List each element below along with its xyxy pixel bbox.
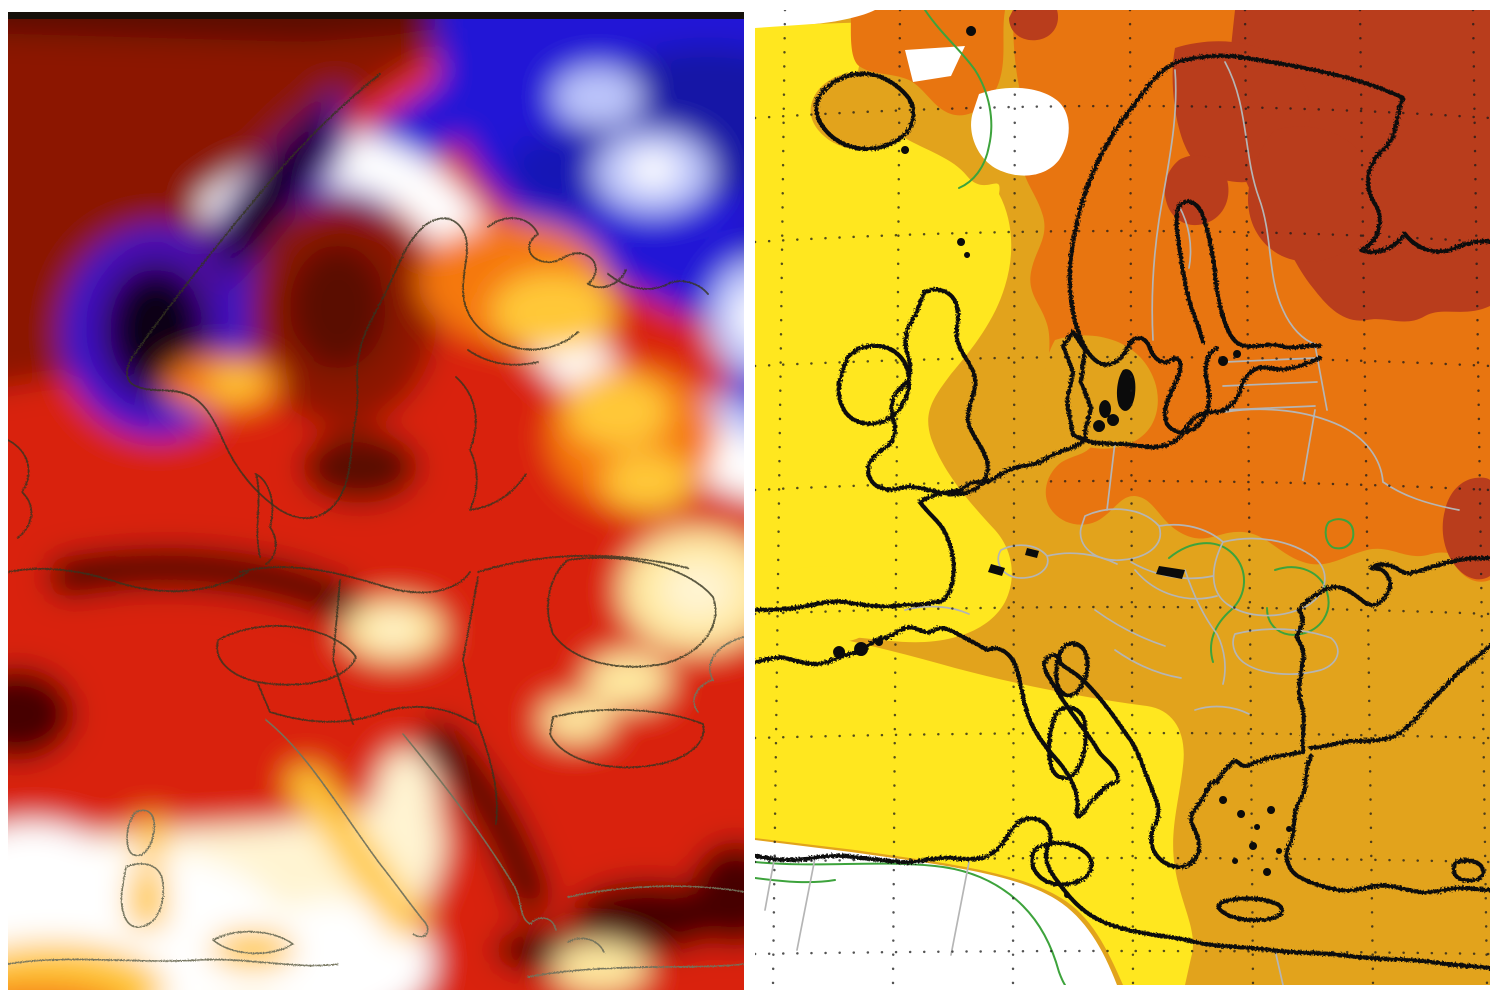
category-outlook-map: [755, 10, 1490, 985]
hot-bands-core: [115, 563, 530, 900]
crete-coast: [1216, 896, 1284, 923]
hot-spots-maroon: [8, 668, 744, 972]
britain-coast: [866, 287, 990, 497]
dotted-graticule: [755, 10, 1490, 985]
finland-south-coast: [1236, 341, 1323, 350]
denmark-coast: [1060, 329, 1094, 443]
rust-regions: [1009, 10, 1490, 580]
country-borders-gray: [764, 61, 1460, 985]
panel-temperature-anomaly: [8, 12, 744, 990]
norway-cold-core: [108, 102, 331, 392]
country-borders-north: [8, 73, 717, 825]
sicily-coast: [1029, 841, 1094, 887]
northsea-channel-biscay-coast: [755, 437, 1088, 613]
bottom-left-orange-rim: [8, 984, 95, 990]
corsica-coast: [1054, 641, 1090, 698]
finland-warm-tongue-golden: [206, 272, 693, 512]
sweden-darkest-core: [290, 245, 418, 503]
arctic-kola-whitesea-coast: [1174, 53, 1490, 255]
ireland-coast: [836, 343, 912, 426]
iceland-amber-fill: [810, 71, 915, 151]
sardinia-coast: [1047, 705, 1088, 780]
panel-category-outlook: [755, 10, 1490, 985]
adriatic-balkan-greece-coast: [1058, 661, 1306, 869]
coastlines-south-gray: [8, 636, 744, 978]
islands-yellow: [8, 818, 295, 990]
mediterranean-north-coast: [755, 625, 990, 667]
top-edge-deep-shade: [8, 12, 551, 42]
green-contour-lines: [755, 10, 1355, 985]
bothnia-gulf: [1174, 199, 1242, 347]
baltic-south-coast: [1082, 355, 1323, 450]
turkey-north-blacksea-coast: [1294, 555, 1490, 755]
north-africa-coast: [755, 816, 1490, 971]
iceland-coast: [814, 71, 916, 151]
italy-yellow-band: [287, 765, 425, 939]
temperature-anomaly-map: [8, 12, 744, 990]
blacksea-east-caucasus: [1308, 643, 1490, 751]
italy-coast: [984, 646, 1121, 819]
turkey-aegean-south-coast: [1284, 753, 1490, 895]
coastlines-black: [755, 53, 1490, 971]
scandinavia-coast: [1067, 59, 1220, 435]
top-frame-bar: [8, 12, 744, 19]
